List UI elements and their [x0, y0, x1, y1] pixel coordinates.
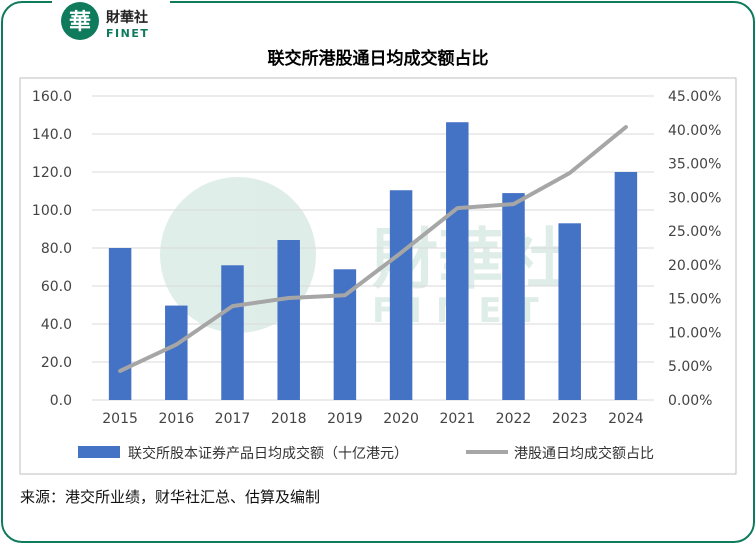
- x-tick-label: 2022: [496, 411, 532, 427]
- y-left-tick-label: 160.0: [32, 89, 72, 105]
- bar: [389, 190, 413, 400]
- y-left-tick-label: 120.0: [32, 165, 72, 181]
- x-tick-label: 2015: [102, 411, 138, 427]
- bar: [165, 305, 188, 400]
- x-axis-labels: 2015 2016 2017 2018 2019 2020 2021 2022 2023 2024: [102, 411, 644, 427]
- y-right-tick-label: 0.00%: [668, 393, 712, 409]
- y-axis-left-labels: 0.0 20.0 40.0 60.0 80.0 100.0 120.0 140.0 160.0: [32, 89, 72, 409]
- y-left-tick-label: 60.0: [41, 279, 72, 295]
- y-right-tick-label: 35.00%: [668, 157, 721, 173]
- line-series: [118, 125, 628, 373]
- y-right-tick-label: 20.00%: [668, 258, 721, 274]
- bar-series: [108, 122, 638, 400]
- x-tick-label: 2016: [158, 411, 194, 427]
- logo-name-en: FINET: [106, 27, 149, 40]
- y-right-tick-label: 5.00%: [668, 359, 712, 375]
- x-tick-label: 2018: [271, 411, 307, 427]
- y-left-tick-label: 80.0: [41, 241, 72, 257]
- bar: [333, 269, 357, 400]
- y-left-tick-label: 140.0: [32, 127, 72, 143]
- bar: [558, 223, 581, 400]
- line-path: [118, 125, 628, 373]
- y-right-tick-label: 15.00%: [668, 292, 721, 308]
- bar: [277, 240, 300, 400]
- y-left-tick-label: 100.0: [32, 203, 72, 219]
- legend-bar-label: 联交所股本证券产品日均成交额（十亿港元）: [128, 445, 408, 462]
- watermark-seal-icon: [160, 177, 316, 333]
- bar: [614, 172, 638, 400]
- logo-seal-glyph: 華: [69, 9, 91, 35]
- bar: [446, 122, 469, 400]
- y-left-tick-label: 40.0: [41, 317, 72, 333]
- x-tick-label: 2020: [383, 411, 419, 427]
- bar: [221, 265, 244, 400]
- chart-title: 联交所港股通日均成交额占比: [268, 48, 489, 69]
- plot-area: [19, 77, 737, 475]
- x-tick-label: 2023: [552, 411, 588, 427]
- x-tick-label: 2019: [327, 411, 363, 427]
- y-right-tick-label: 40.00%: [668, 123, 721, 139]
- y-right-tick-label: 10.00%: [668, 325, 721, 341]
- legend-bar-swatch: [78, 446, 120, 458]
- y-axis-right-labels: 0.00% 5.00% 10.00% 15.00% 20.00% 25.00% 30.00%…: [668, 89, 721, 409]
- logo-seal-icon: [61, 2, 99, 40]
- source-note: 来源：港交所业绩，财华社汇总、估算及编制: [20, 488, 321, 506]
- y-left-tick-label: 20.0: [41, 355, 72, 371]
- legend: 联交所股本证券产品日均成交额（十亿港元） 港股通日均成交额占比: [78, 445, 654, 462]
- y-right-tick-label: 30.00%: [668, 190, 721, 206]
- x-tick-label: 2017: [215, 411, 251, 427]
- y-left-tick-label: 0.0: [50, 393, 72, 409]
- x-tick-label: 2021: [439, 411, 475, 427]
- bar: [502, 193, 525, 400]
- bar: [108, 248, 132, 400]
- y-right-tick-label: 25.00%: [668, 224, 721, 240]
- y-right-tick-label: 45.00%: [668, 89, 721, 105]
- finet-logo: 華 財華社 FINET: [61, 2, 149, 40]
- x-tick-label: 2024: [608, 411, 644, 427]
- logo-name-cn: 財華社: [105, 9, 148, 26]
- legend-line-label: 港股通日均成交额占比: [514, 445, 654, 462]
